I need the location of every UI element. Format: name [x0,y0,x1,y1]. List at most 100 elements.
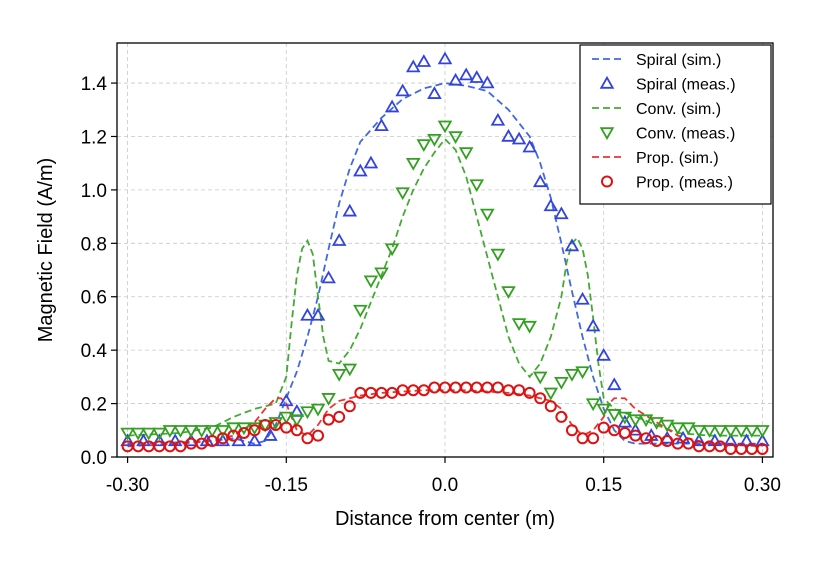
data-point [469,70,485,83]
data-point [174,440,187,453]
y-tick-label: 0.6 [81,288,107,309]
data-point [374,118,389,132]
legend-marker-swatch [601,175,613,188]
data-point [681,422,696,436]
data-point [384,99,400,113]
data-point [237,426,250,439]
data-point [513,384,526,397]
data-point [575,366,590,380]
data-point [490,112,506,126]
data-point [691,433,707,447]
data-point [310,403,326,417]
series-spiral-sim [127,82,763,445]
data-point [469,179,485,193]
data-point [522,139,537,153]
data-point [395,83,410,97]
x-tick-label: 0.30 [744,475,781,496]
data-point [120,433,135,447]
data-point [405,157,421,171]
data-point [617,414,633,428]
legend-label: Spiral (meas.) [636,77,736,94]
data-point [618,426,631,439]
data-point [543,387,559,401]
data-point [183,425,199,438]
data-point [585,318,601,332]
data-point [374,267,389,281]
data-point [555,410,568,423]
legend-label: Prop. (meas.) [636,175,733,192]
x-tick-label: -0.15 [265,475,308,496]
y-tick-label: 0.4 [81,341,108,362]
data-point [723,425,738,438]
data-point [629,429,642,442]
data-point [480,208,495,222]
data-point [501,286,516,299]
y-tick-label: 0.0 [81,448,107,469]
data-point [289,414,305,428]
data-point [617,411,633,425]
data-point [280,421,293,434]
data-point [596,403,612,417]
data-point [416,139,432,153]
data-point [321,393,336,406]
data-point [565,424,578,437]
data-point [310,307,326,321]
data-point [480,75,495,89]
data-point [659,419,675,433]
data-point [278,411,294,425]
data-point [312,429,325,442]
data-point [322,413,335,426]
data-point [290,424,303,437]
legend: Spiral (sim.) Spiral (meas.) Conv. (sim.) C… [579,44,772,205]
data-point [744,425,760,438]
legend-entry: Conv. (meas.) [599,126,735,143]
data-point [682,437,695,450]
data-point [714,440,727,453]
data-point [395,187,410,201]
data-point [523,386,536,399]
data-point [723,433,738,447]
data-point [490,248,506,262]
legend-label: Conv. (sim.) [636,101,721,118]
data-point [353,163,368,177]
x-tick-label: 0.0 [432,475,458,496]
x-tick-label: 0.15 [585,475,622,496]
data-point [343,400,356,413]
data-point [363,275,379,289]
data-point [162,425,178,438]
data-point [247,422,262,436]
data-point [204,425,220,438]
data-point [300,307,315,321]
data-point [501,128,516,142]
y-axis-label: Magnetic Field (A/m) [35,158,57,343]
data-point [448,72,463,86]
data-point [544,400,557,413]
data-point [226,422,241,436]
data-point [606,377,622,391]
data-point [342,203,358,217]
data-point [437,120,453,134]
data-point [448,131,463,145]
data-point [532,371,548,385]
data-point [491,381,504,394]
data-point [130,427,146,441]
series-conv-meas [120,120,770,441]
data-point [585,398,601,412]
data-point [543,198,559,212]
legend-box [579,44,772,205]
data-point [152,427,167,441]
legend-label: Spiral (sim.) [636,52,721,69]
data-point [587,432,600,445]
data-point [670,422,686,436]
data-point [756,442,769,455]
data-point [278,393,294,407]
data-point [638,414,654,428]
data-point [342,363,358,377]
data-point [247,433,262,447]
data-point [712,425,728,438]
legend-entry: Conv. (sim.) [592,101,721,118]
data-point [227,429,240,442]
series-layer [120,51,770,455]
series-prop-meas [121,381,769,455]
